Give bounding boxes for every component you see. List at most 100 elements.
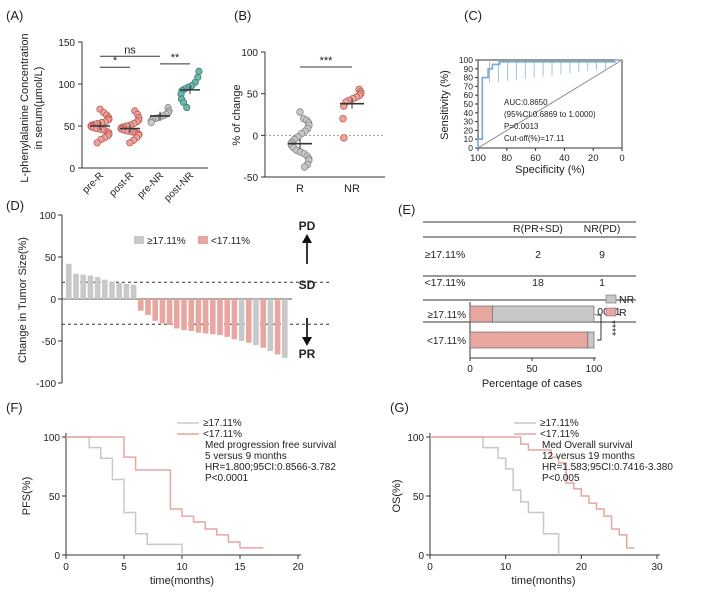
panel-E-bar-nr bbox=[587, 331, 595, 349]
panel-D-bar bbox=[159, 299, 166, 324]
panel-B-point bbox=[339, 114, 347, 123]
panel-F-annotation: 5 versus 9 months bbox=[205, 451, 287, 462]
panel-A-sig-label: ** bbox=[171, 52, 180, 64]
panel-C-ytick-label: 10 bbox=[464, 134, 474, 144]
panel-G-ytick-label: 0 bbox=[418, 551, 424, 562]
panel-C-xtick-label: 80 bbox=[502, 153, 513, 164]
panel-A-sig-label: ns bbox=[124, 44, 136, 56]
panel-A-xtick-label: pre-R bbox=[81, 170, 106, 195]
panel-B-point bbox=[300, 163, 309, 171]
panel-F-ytick-label: 100 bbox=[43, 433, 60, 444]
panel-F-annotation: Med progression free survival bbox=[205, 440, 336, 451]
panel-D-legend-label: <17.11% bbox=[211, 236, 250, 247]
panel-D-bar bbox=[130, 284, 137, 299]
panel-F-annotation: HR=1.800;95CI:0.8566-3.782 bbox=[205, 462, 336, 473]
panel-E-table-cell: ≥17.11% bbox=[425, 249, 466, 261]
panel-F-ytick-label: 50 bbox=[49, 492, 61, 503]
panel-C-ylabel: Sensitivity (%) bbox=[439, 70, 451, 140]
panel-G-legend-label: ≥17.11% bbox=[540, 418, 579, 429]
panel-A-point bbox=[183, 103, 191, 112]
panel-B-label: (B) bbox=[234, 8, 251, 23]
panel-G-annotation: Med Overall survival bbox=[542, 440, 633, 451]
panel-E-legend-label: R bbox=[619, 307, 627, 319]
panel-E-table-header: NR(PD) bbox=[584, 223, 621, 235]
panel-F-ylabel: PFS(%) bbox=[21, 477, 33, 516]
panel-C-xtick-label: 0 bbox=[619, 153, 624, 164]
panel-E-bar-category: ≥17.11% bbox=[427, 310, 466, 321]
panel-E-legend-swatch-nr bbox=[605, 294, 617, 304]
panel-G-survival-curve bbox=[430, 436, 635, 549]
panel-F-xlabel: time(months) bbox=[150, 575, 214, 587]
panel-B-ylabel: % of change bbox=[231, 84, 243, 145]
panel-D-legend-swatch-low bbox=[198, 236, 208, 244]
panel-D-ytick-label: 100 bbox=[39, 211, 56, 222]
panel-A-point bbox=[147, 119, 155, 127]
panel-D-ytick-label: -50 bbox=[42, 337, 57, 348]
panel-D-bar bbox=[66, 263, 72, 299]
panel-B-ytick-label: 50 bbox=[247, 90, 259, 101]
panel-E-label: (E) bbox=[398, 202, 415, 217]
panel-E-table-cell: 9 bbox=[599, 249, 605, 261]
panel-A-ytick-label: 150 bbox=[58, 38, 75, 49]
panel-D-bar bbox=[138, 299, 144, 311]
panel-A-label: (A) bbox=[6, 8, 23, 23]
panel-D-bar bbox=[80, 274, 86, 299]
panel-F-label: (F) bbox=[6, 400, 23, 415]
panel-D-ytick-label: -100 bbox=[36, 379, 56, 390]
panel-G-survival-curve bbox=[430, 436, 560, 555]
panel-F-xtick-label: 0 bbox=[63, 562, 69, 573]
panel-C-ytick-label: 30 bbox=[464, 117, 474, 127]
panel-D-ylabel: Change in Tumor Size(%) bbox=[17, 237, 29, 363]
panel-D-zone-label-pr: PR bbox=[299, 347, 316, 361]
panel-D-bar bbox=[145, 299, 151, 315]
panel-B-point bbox=[340, 134, 348, 142]
panel-E-table-cell: 18 bbox=[532, 277, 544, 289]
panel-D-bar bbox=[274, 299, 281, 355]
panel-C-xtick-label: 60 bbox=[530, 153, 541, 164]
panel-G-xtick-label: 30 bbox=[651, 562, 663, 573]
panel-F-legend-label: ≥17.11% bbox=[203, 418, 242, 429]
panel-C-annotation: Cut-off(%)=17.11 bbox=[504, 134, 565, 143]
panel-G-xtick-label: 10 bbox=[500, 562, 512, 573]
panel-G-xlabel: time(months) bbox=[511, 575, 575, 587]
panel-B-xtick-label: R bbox=[296, 183, 304, 195]
panel-G-label: (G) bbox=[390, 400, 409, 415]
panel-G-annotation: HR=1.583;95CI:0.7416-3.380 bbox=[542, 462, 673, 473]
panel-B-ytick-label: 100 bbox=[241, 48, 258, 59]
panel-D-bar bbox=[246, 299, 252, 343]
panel-E-legend-swatch-r bbox=[605, 307, 617, 317]
panel-C-ytick-label: 0 bbox=[468, 143, 473, 153]
panel-B-point bbox=[296, 108, 304, 116]
panel-D-bar bbox=[202, 299, 209, 334]
panel-E-table-header: R(PR+SD) bbox=[513, 223, 563, 235]
panel-E-bar-r bbox=[469, 305, 493, 323]
panel-D-bar bbox=[123, 283, 130, 299]
panel-F-legend-label: <17.11% bbox=[203, 429, 242, 440]
panel-B-xtick-label: NR bbox=[344, 183, 360, 195]
panel-F-xtick-label: 10 bbox=[176, 562, 188, 573]
panel-A-xtick-label: post-R bbox=[108, 170, 137, 199]
panel-A-ylabel-1: L-phenylalanine Concentration bbox=[19, 33, 31, 182]
panel-A-xtick-label: post-NR bbox=[162, 170, 196, 204]
panel-D-zone-label-sd: SD bbox=[299, 278, 316, 292]
panel-A-point bbox=[195, 67, 203, 76]
panel-G-annotation: 12 versus 19 months bbox=[542, 451, 635, 462]
panel-G-ylabel: OS(%) bbox=[391, 480, 403, 513]
panel-D-bar bbox=[116, 283, 122, 299]
panel-E-xlabel: Percentage of cases bbox=[482, 378, 583, 390]
panel-D-bar bbox=[73, 273, 79, 299]
panel-C-ytick-label: 50 bbox=[464, 99, 474, 109]
panel-D-bar bbox=[181, 299, 187, 331]
panel-C-xlabel: Specificity (%) bbox=[515, 164, 585, 176]
panel-F-xtick-label: 15 bbox=[234, 562, 246, 573]
panel-B-ytick-label: 0 bbox=[252, 131, 258, 142]
panel-C-ytick-label: 100 bbox=[459, 55, 473, 65]
panel-F-ytick-label: 0 bbox=[54, 551, 60, 562]
panel-D-zone-label-pd: PD bbox=[299, 219, 316, 233]
panel-C-xtick-label: 20 bbox=[588, 153, 599, 164]
panel-D-bar bbox=[166, 299, 173, 326]
panel-D-bar bbox=[231, 299, 238, 340]
panel-A-ytick-label: 100 bbox=[58, 80, 75, 91]
panel-E-table-cell: 2 bbox=[535, 249, 541, 261]
panel-D-bar bbox=[282, 299, 288, 358]
